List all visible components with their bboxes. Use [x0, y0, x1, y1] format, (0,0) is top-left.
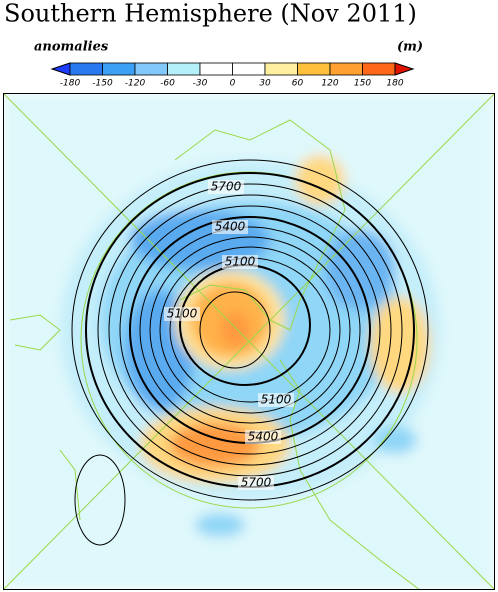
- colorbar-arrow: [50, 62, 71, 76]
- colorbar-caption: anomalies: [34, 40, 109, 55]
- contour-label: 5100: [261, 393, 292, 407]
- colorbar-label: 30: [259, 79, 271, 89]
- colorbar-label: 60: [292, 79, 304, 89]
- title: Southern Hemisphere (Nov 2011): [4, 0, 417, 28]
- colorbar: -180 -150 -120 -60 -30 0 30 60 120 150 180: [50, 62, 415, 89]
- contour-label-bg: [238, 476, 274, 490]
- contour-label-bg: [222, 255, 258, 269]
- contour-label-bg: [164, 307, 200, 321]
- contour-label: 5700: [211, 180, 242, 194]
- contour-label-bg: [208, 180, 244, 194]
- colorbar-segment: [297, 62, 331, 76]
- colorbar-label: -60: [160, 79, 175, 89]
- colorbar-segment: [232, 62, 266, 76]
- colorbar-label: -150: [92, 79, 113, 89]
- contour-label-bg: [245, 430, 281, 444]
- colorbar-segment: [329, 62, 363, 76]
- colorbar-label: 120: [321, 79, 338, 89]
- colorbar-segment: [362, 62, 396, 76]
- colorbar-arrow: [394, 62, 415, 76]
- colorbar-label: -180: [60, 79, 81, 89]
- colorbar-label: 180: [386, 79, 403, 89]
- colorbar-label: -120: [125, 79, 146, 89]
- contour-label: 5400: [248, 430, 279, 444]
- contour-label: 5400: [215, 220, 246, 234]
- colorbar-segment: [264, 62, 298, 76]
- colorbar-label: -30: [193, 79, 208, 89]
- map: 5700 5400 5100 5100 5100 5400 5700: [3, 93, 495, 590]
- colorbar-segment: [199, 62, 233, 76]
- contour-label-bg: [212, 220, 248, 234]
- colorbar-segment: [167, 62, 201, 76]
- contour-label: 5100: [167, 307, 198, 321]
- colorbar-segment: [134, 62, 168, 76]
- colorbar-segment: [102, 62, 136, 76]
- contour-labels: 5700 5400 5100 5100 5100 5400 5700: [164, 180, 294, 490]
- contour-label-bg: [258, 393, 294, 407]
- colorbar-label: 0: [230, 79, 236, 89]
- contour-label: 5700: [241, 476, 272, 490]
- coastlines: [3, 93, 495, 590]
- contour-label: 5100: [225, 255, 256, 269]
- colorbar-segment: [69, 62, 103, 76]
- colorbar-label: 150: [354, 79, 371, 89]
- colorbar-unit: (m): [397, 40, 423, 55]
